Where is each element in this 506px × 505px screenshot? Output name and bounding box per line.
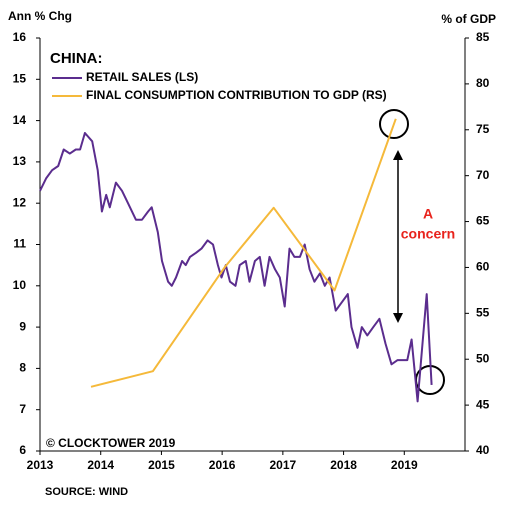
x-tick-label: 2019 (391, 458, 418, 472)
x-tick-label: 2014 (87, 458, 114, 472)
y-tick-label: 13 (13, 154, 27, 168)
y2-tick-label: 65 (476, 214, 490, 228)
highlight-circle (379, 109, 409, 139)
y-tick-label: 12 (13, 195, 27, 209)
legend-label: RETAIL SALES (LS) (86, 70, 198, 84)
y2-tick-label: 60 (476, 260, 490, 274)
y-tick-label: 10 (13, 278, 27, 292)
chart-title: CHINA: (50, 50, 103, 67)
y-tick-label: 8 (19, 361, 26, 375)
x-tick-label: 2013 (27, 458, 54, 472)
y2-tick-label: 50 (476, 351, 490, 365)
copyright: © CLOCKTOWER 2019 (46, 436, 176, 450)
x-tick-label: 2018 (330, 458, 357, 472)
y2-tick-label: 55 (476, 306, 490, 320)
y-tick-label: 15 (13, 71, 27, 85)
y-tick-label: 7 (19, 402, 26, 416)
y2-tick-label: 80 (476, 76, 490, 90)
y2-tick-label: 75 (476, 122, 490, 136)
annotation: concern (401, 226, 455, 242)
y-tick-label: 6 (19, 443, 26, 457)
series-line (90, 118, 397, 388)
x-tick-label: 2015 (148, 458, 175, 472)
source: SOURCE: WIND (45, 486, 128, 498)
y-tick-label: 16 (13, 30, 27, 44)
y2-tick-label: 70 (476, 168, 490, 182)
y2-axis-label: % of GDP (441, 12, 496, 26)
y2-tick-label: 40 (476, 443, 490, 457)
x-tick-label: 2016 (209, 458, 236, 472)
y-tick-label: 11 (13, 237, 26, 251)
y2-tick-label: 45 (476, 397, 490, 411)
y-axis-label: Ann % Chg (8, 9, 72, 23)
y2-tick-label: 85 (476, 30, 490, 44)
annotation: A (423, 206, 433, 222)
y-tick-label: 14 (13, 113, 27, 127)
x-tick-label: 2017 (270, 458, 297, 472)
legend-label: FINAL CONSUMPTION CONTRIBUTION TO GDP (R… (86, 88, 387, 102)
series-line (39, 132, 433, 403)
arrow (393, 150, 403, 323)
y-tick-label: 9 (19, 319, 26, 333)
